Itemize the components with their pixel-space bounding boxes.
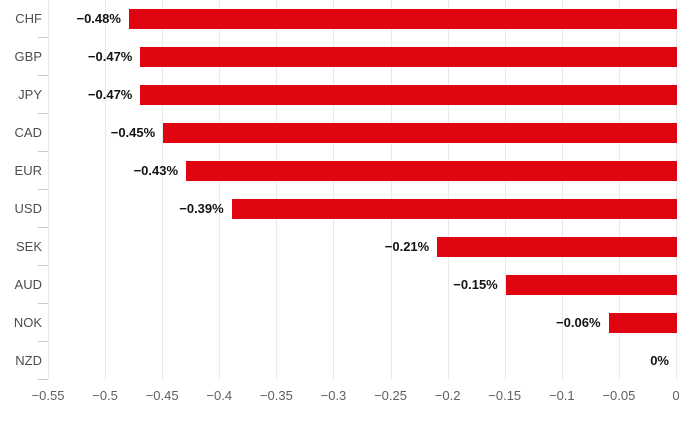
x-tick-label: −0.5 <box>92 388 118 403</box>
gridline <box>390 0 392 380</box>
category-label-usd: USD <box>14 201 42 216</box>
bar-row: −0.43% <box>49 152 677 190</box>
bar-row: −0.47% <box>49 76 677 114</box>
category-label-jpy: JPY <box>18 87 42 102</box>
value-label: −0.21% <box>384 239 430 254</box>
x-tick-label: −0.45 <box>145 388 179 403</box>
category-label-aud: AUD <box>14 277 42 292</box>
value-label: 0% <box>650 353 669 368</box>
x-axis: −0.55 −0.5 −0.45 −0.4 −0.35 −0.3 −0.25 −0.2 −0.1… <box>32 386 680 410</box>
gridline <box>48 0 49 380</box>
value-label: −0.43% <box>133 163 179 178</box>
y-axis-tick <box>38 341 48 342</box>
bar-row: −0.15% <box>49 266 677 304</box>
bar-nok <box>608 313 677 333</box>
x-tick-label: −0.35 <box>259 388 293 403</box>
value-label: −0.48% <box>76 11 121 26</box>
bar-row: −0.39% <box>49 190 677 228</box>
gridline <box>219 0 221 380</box>
gridline <box>162 0 164 380</box>
x-tick-label: −0.15 <box>488 388 522 403</box>
x-tick-label: 0 <box>672 388 680 403</box>
bar-sek <box>437 237 677 257</box>
value-label: −0.47% <box>87 49 133 64</box>
bar-jpy <box>140 85 677 105</box>
value-label: −0.39% <box>179 201 224 216</box>
y-axis-tick <box>38 37 48 38</box>
x-tick-label: −0.2 <box>434 388 461 403</box>
x-tick-label: −0.3 <box>320 388 347 403</box>
x-tick-label: −0.05 <box>602 388 636 403</box>
gridline <box>676 0 677 380</box>
value-label: −0.47% <box>87 87 133 102</box>
x-tick-label: −0.4 <box>206 388 233 403</box>
bar-row: 0% <box>49 342 677 380</box>
gridline <box>504 0 506 380</box>
gridline <box>447 0 449 380</box>
bar-row: −0.47% <box>49 38 677 76</box>
y-axis-tick <box>38 379 48 380</box>
plot-area: −0.48% −0.47% −0.47% −0.45% −0.43% −0.39% −0.2… <box>38 0 677 380</box>
value-label: −0.15% <box>453 277 498 292</box>
y-axis-tick <box>38 113 48 114</box>
y-axis-category-labels: CHF GBP JPY CAD EUR USD SEK AUD NOK NZD <box>0 0 42 380</box>
x-tick-label: −0.25 <box>374 388 407 403</box>
y-axis-tick <box>38 227 48 228</box>
gridline <box>561 0 563 380</box>
y-axis-tick <box>38 75 48 76</box>
bar-aud <box>505 275 677 295</box>
gridline <box>105 0 107 380</box>
category-label-chf: CHF <box>15 11 42 26</box>
category-label-gbp: GBP <box>14 49 42 64</box>
bar-row: −0.21% <box>49 228 677 266</box>
bar-eur <box>186 161 677 181</box>
bar-gbp <box>140 47 677 67</box>
value-label: −0.45% <box>110 125 156 140</box>
x-tick-label: −0.1 <box>548 388 575 403</box>
value-label: −0.06% <box>556 315 601 330</box>
y-axis-tick <box>38 151 48 152</box>
gridline <box>333 0 335 380</box>
x-tick-label: −0.55 <box>31 388 65 403</box>
y-axis-tick <box>38 303 48 304</box>
category-label-eur: EUR <box>14 163 42 178</box>
bar-chf <box>128 9 677 29</box>
bar-usd <box>231 199 677 219</box>
bar-cad <box>163 123 677 143</box>
y-axis-tick <box>38 189 48 190</box>
gridline <box>618 0 620 380</box>
gridline <box>276 0 278 380</box>
bar-row: −0.06% <box>49 304 677 342</box>
category-label-nzd: NZD <box>15 353 42 368</box>
bar-row: −0.45% <box>49 114 677 152</box>
y-axis-tick <box>38 265 48 266</box>
bar-row: −0.48% <box>49 0 677 38</box>
category-label-cad: CAD <box>14 125 42 140</box>
category-label-nok: NOK <box>13 315 42 330</box>
category-label-sek: SEK <box>15 239 42 254</box>
